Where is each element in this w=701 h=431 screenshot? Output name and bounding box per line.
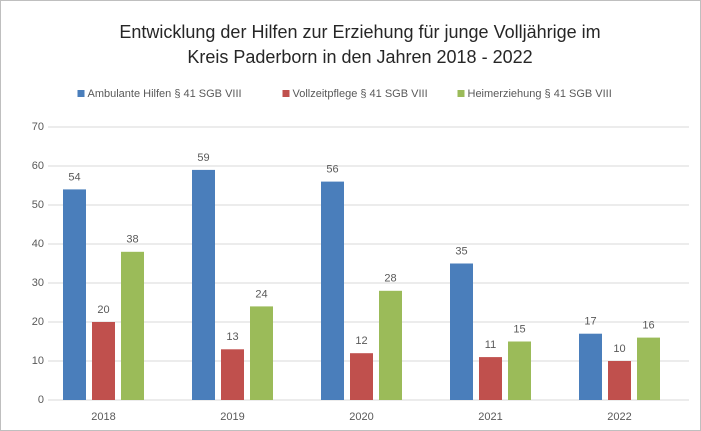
bar: [579, 333, 602, 400]
y-tick-label: 0: [38, 394, 44, 406]
data-label: 59: [197, 152, 209, 164]
data-label: 35: [455, 245, 467, 257]
data-label: 16: [642, 320, 654, 332]
legend-swatch: [77, 90, 85, 97]
bar: [350, 353, 373, 400]
legend-swatch: [457, 90, 465, 97]
y-tick-label: 40: [32, 238, 44, 250]
bar: [92, 322, 115, 400]
x-tick-label: 2022: [607, 411, 631, 423]
y-tick-label: 30: [32, 277, 44, 289]
bar: [450, 263, 473, 400]
legend-swatch: [282, 90, 290, 97]
chart-title: Entwicklung der Hilfen zur Erziehung für…: [119, 22, 600, 42]
bar: [637, 337, 660, 400]
data-label: 12: [355, 335, 367, 347]
bar: [121, 251, 144, 400]
bar: [508, 341, 531, 400]
data-label: 28: [384, 273, 396, 285]
x-tick-label: 2019: [220, 411, 244, 423]
bar: [250, 306, 273, 400]
y-tick-label: 50: [32, 199, 44, 211]
data-label: 20: [97, 304, 109, 316]
y-tick-label: 20: [32, 316, 44, 328]
bar: [321, 181, 344, 400]
data-label: 56: [326, 164, 338, 176]
chart-title: Kreis Paderborn in den Jahren 2018 - 202…: [187, 47, 532, 67]
legend-label: Vollzeitpflege § 41 SGB VIII: [293, 88, 428, 100]
bar: [608, 361, 631, 400]
bar: [192, 169, 215, 400]
x-tick-label: 2018: [91, 411, 115, 423]
data-label: 13: [226, 331, 238, 343]
x-tick-label: 2020: [349, 411, 373, 423]
data-label: 54: [68, 171, 80, 183]
legend-label: Ambulante Hilfen § 41 SGB VIII: [88, 88, 242, 100]
bar: [479, 357, 502, 400]
data-label: 17: [584, 316, 596, 328]
data-label: 10: [613, 343, 625, 355]
y-tick-label: 10: [32, 355, 44, 367]
legend-label: Heimerziehung § 41 SGB VIII: [468, 88, 612, 100]
bar: [221, 349, 244, 400]
bar: [379, 290, 402, 400]
data-label: 15: [513, 323, 525, 335]
data-label: 24: [255, 288, 267, 300]
data-label: 11: [485, 339, 496, 351]
y-tick-label: 70: [32, 121, 44, 133]
data-label: 38: [126, 234, 138, 246]
y-tick-label: 60: [32, 160, 44, 172]
x-tick-label: 2021: [478, 411, 502, 423]
bar: [63, 189, 86, 400]
